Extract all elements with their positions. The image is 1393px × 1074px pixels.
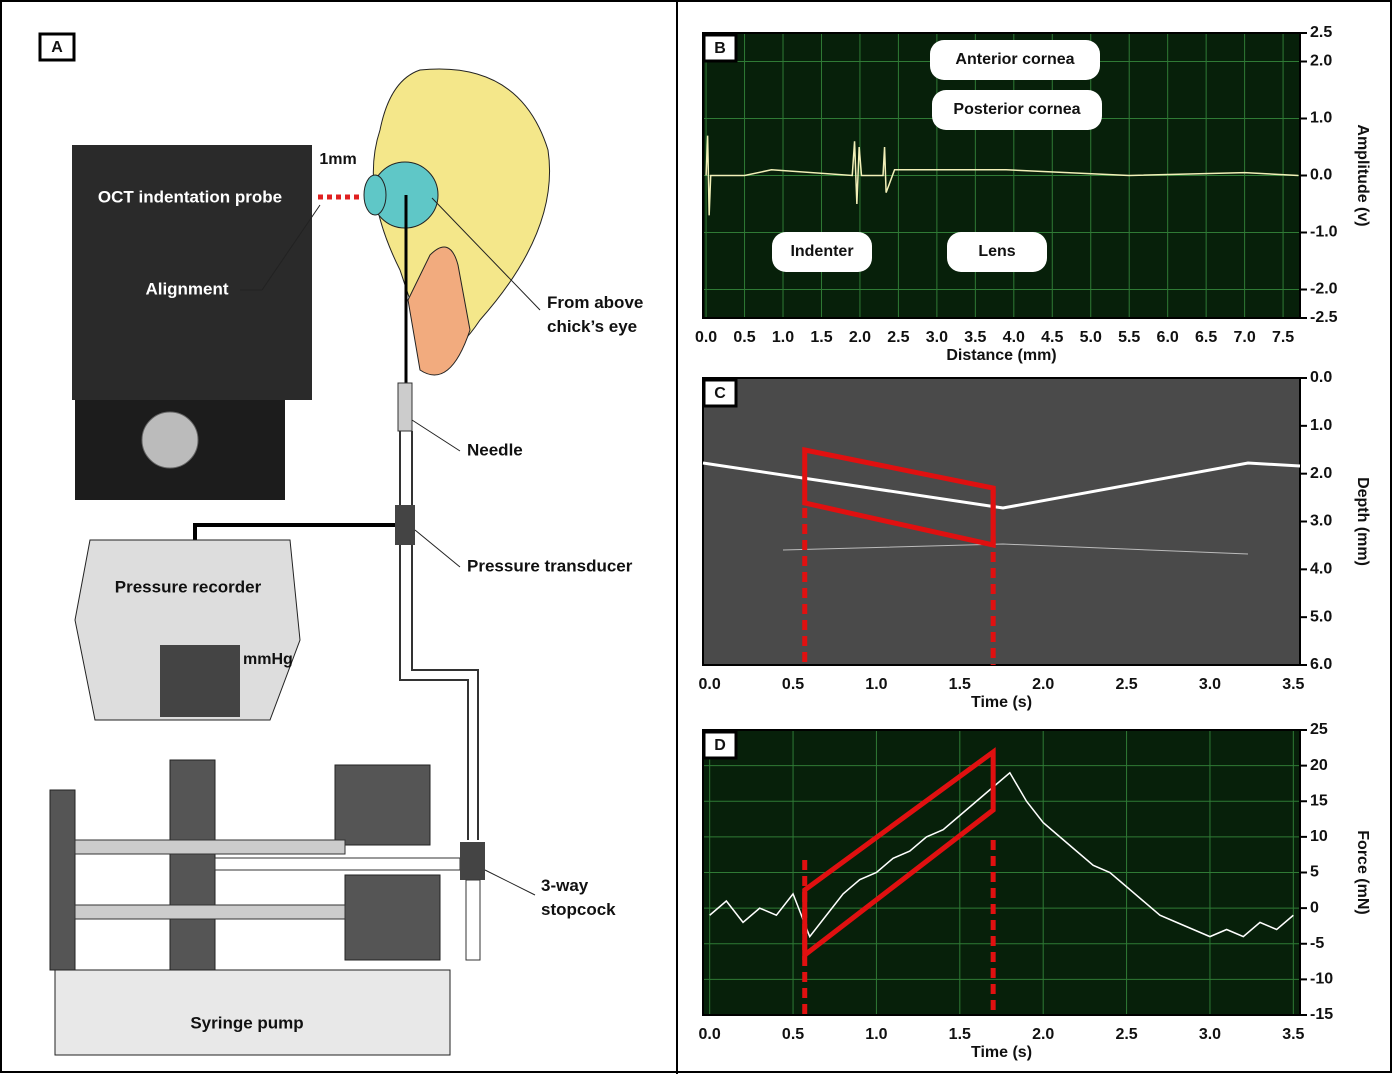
x-tick-label: 3.5 bbox=[964, 329, 986, 346]
y-tick-label: 4.0 bbox=[1310, 561, 1332, 578]
x-tick-label: 7.0 bbox=[1233, 329, 1255, 346]
charts: 0.0 0.5 1.0 1.5 2.0 2.5 3.0 3.5 4.0 4.5 5.0 5.5 6.0 6… bbox=[695, 24, 1371, 1061]
rod bbox=[75, 905, 345, 919]
x-tick-label: 2.5 bbox=[1115, 676, 1137, 693]
y-tick-label: 5.0 bbox=[1310, 608, 1332, 625]
cornea bbox=[364, 175, 386, 215]
y-tick-label: -1.0 bbox=[1310, 224, 1338, 241]
x-tick-label: 2.5 bbox=[1115, 1026, 1137, 1043]
x-tick-label: 1.5 bbox=[949, 676, 971, 693]
pump-pusher bbox=[170, 760, 215, 970]
annotation: Indenter bbox=[790, 243, 853, 260]
y-tick-label: 0.0 bbox=[1310, 369, 1332, 386]
x-tick-label: 1.0 bbox=[772, 329, 794, 346]
stopcock bbox=[460, 842, 485, 880]
x-tick-label: 5.5 bbox=[1118, 329, 1140, 346]
figure: A OCT indentation probe 1mm Alignment Fr… bbox=[0, 0, 1393, 1074]
x-tick-label: 3.5 bbox=[1282, 1026, 1304, 1043]
x-axis-label: Time (s) bbox=[971, 1044, 1032, 1061]
cable bbox=[195, 525, 395, 540]
x-tick-label: 1.5 bbox=[949, 1026, 971, 1043]
label: Alignment bbox=[145, 279, 228, 298]
x-tick-label: 6.0 bbox=[1157, 329, 1179, 346]
label: Needle bbox=[467, 440, 523, 459]
x-tick-label: 3.5 bbox=[1282, 676, 1304, 693]
y-tick-label: 6.0 bbox=[1310, 656, 1332, 673]
x-tick-label: 1.0 bbox=[865, 676, 887, 693]
pump-block bbox=[345, 875, 440, 960]
label: Pressure recorder bbox=[115, 577, 262, 596]
y-tick-label: 2.0 bbox=[1310, 53, 1332, 70]
x-tick-label: 2.0 bbox=[1032, 676, 1054, 693]
x-tick-label: 0.5 bbox=[782, 1026, 804, 1043]
label: 1mm bbox=[319, 151, 356, 168]
knob bbox=[142, 412, 198, 468]
syringe-2 bbox=[466, 880, 480, 960]
x-tick-label: 3.0 bbox=[1199, 1026, 1221, 1043]
x-tick-label: 1.5 bbox=[810, 329, 832, 346]
panel-letter: D bbox=[714, 737, 726, 754]
y-tick-label: 0.0 bbox=[1310, 167, 1332, 184]
y-tick-label: 2.5 bbox=[1310, 24, 1332, 41]
y-tick-label: 25 bbox=[1310, 721, 1328, 738]
x-tick-label: 0.0 bbox=[699, 676, 721, 693]
y-tick-label: -10 bbox=[1310, 971, 1333, 988]
y-tick-label: -2.5 bbox=[1310, 309, 1338, 326]
label: Syringe pump bbox=[190, 1013, 303, 1032]
x-tick-label: 0.5 bbox=[733, 329, 755, 346]
annotation: Anterior cornea bbox=[955, 51, 1074, 68]
plot-bg bbox=[703, 378, 1300, 665]
panel-letter: C bbox=[714, 385, 726, 402]
x-tick-label: 2.5 bbox=[887, 329, 909, 346]
x-tick-label: 3.0 bbox=[1199, 676, 1221, 693]
y-tick-label: 0 bbox=[1310, 899, 1319, 916]
x-tick-label: 6.5 bbox=[1195, 329, 1217, 346]
annotation: Posterior cornea bbox=[953, 101, 1080, 118]
y-tick-label: 2.0 bbox=[1310, 465, 1332, 482]
y-tick-label: -15 bbox=[1310, 1006, 1333, 1023]
x-tick-label: 0.0 bbox=[695, 329, 717, 346]
y-tick-label: -2.0 bbox=[1310, 281, 1338, 298]
y-axis-label: Depth (mm) bbox=[1354, 477, 1371, 566]
x-tick-label: 5.0 bbox=[1080, 329, 1102, 346]
y-tick-label: 3.0 bbox=[1310, 513, 1332, 530]
y-tick-label: 15 bbox=[1310, 792, 1328, 809]
label: OCT indentation probe bbox=[98, 187, 282, 206]
panel-a: A OCT indentation probe 1mm Alignment Fr… bbox=[40, 34, 643, 1055]
x-tick-label: 4.0 bbox=[1003, 329, 1025, 346]
pump-block bbox=[335, 765, 430, 845]
x-axis-label: Time (s) bbox=[971, 694, 1032, 711]
x-tick-label: 0.0 bbox=[699, 1026, 721, 1043]
y-axis-label: Force (mN) bbox=[1354, 830, 1371, 914]
y-tick-label: 1.0 bbox=[1310, 110, 1332, 127]
oct-probe bbox=[72, 145, 312, 400]
y-axis-label: Amplitude (v) bbox=[1354, 124, 1371, 226]
y-tick-label: 5 bbox=[1310, 864, 1319, 881]
needle-hub bbox=[398, 383, 412, 431]
x-tick-label: 4.5 bbox=[1041, 329, 1063, 346]
label: Pressure transducer bbox=[467, 556, 633, 575]
y-tick-label: -5 bbox=[1310, 935, 1324, 952]
pump-plate bbox=[50, 790, 75, 970]
x-tick-label: 2.0 bbox=[849, 329, 871, 346]
display bbox=[160, 645, 240, 717]
x-tick-label: 0.5 bbox=[782, 676, 804, 693]
x-axis-label: Distance (mm) bbox=[946, 347, 1056, 364]
x-tick-label: 3.0 bbox=[926, 329, 948, 346]
y-tick-label: 20 bbox=[1310, 757, 1328, 774]
x-tick-label: 1.0 bbox=[865, 1026, 887, 1043]
rod bbox=[75, 840, 345, 854]
panel-letter: B bbox=[714, 40, 726, 57]
transducer bbox=[395, 505, 415, 545]
x-tick-label: 7.5 bbox=[1272, 329, 1294, 346]
y-tick-label: 10 bbox=[1310, 828, 1328, 845]
y-tick-label: 1.0 bbox=[1310, 417, 1332, 434]
label: mmHg bbox=[243, 651, 293, 668]
syringe bbox=[215, 858, 460, 870]
panel-letter: A bbox=[51, 39, 63, 56]
x-tick-label: 2.0 bbox=[1032, 1026, 1054, 1043]
annotation: Lens bbox=[978, 243, 1015, 260]
